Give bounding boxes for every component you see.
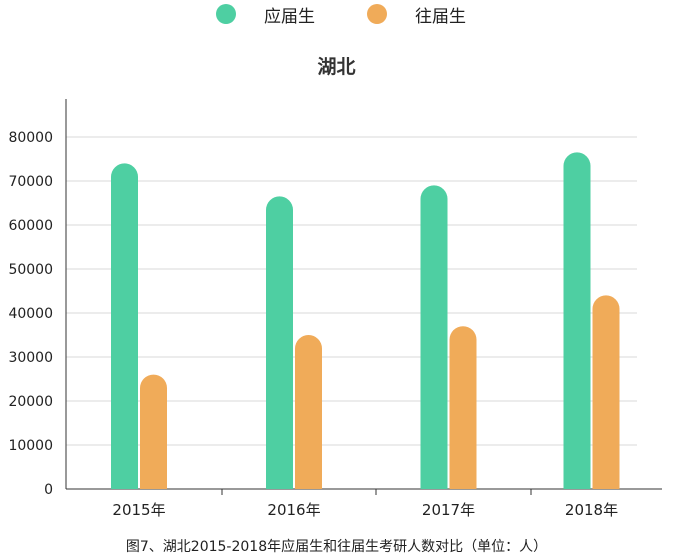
x-tick-label: 2018年	[565, 501, 618, 519]
legend: 应届生 往届生	[0, 0, 673, 30]
y-tick-label: 30000	[8, 350, 53, 366]
y-tick-label: 80000	[8, 130, 53, 146]
y-tick-label: 0	[44, 482, 53, 498]
y-tick-label: 20000	[8, 394, 53, 410]
y-tick-label: 60000	[8, 218, 53, 234]
legend-label-past-graduates: 往届生	[415, 6, 466, 27]
y-tick-label: 10000	[8, 438, 53, 454]
x-tick-label: 2016年	[267, 501, 320, 519]
legend-swatch-fresh-graduates	[216, 4, 236, 24]
bar-past-3	[592, 295, 620, 489]
legend-label-fresh-graduates: 应届生	[264, 6, 315, 27]
legend-item-fresh-graduates[interactable]: 应届生	[216, 2, 315, 27]
figure-caption: 图7、湖北2015-2018年应届生和往届生考研人数对比（单位：人）	[125, 539, 548, 555]
legend-swatch-past-graduates	[367, 4, 387, 24]
bar-past-0	[140, 374, 167, 489]
bar-fresh-1	[266, 196, 293, 489]
x-tick-label: 2015年	[112, 501, 165, 519]
bar-fresh-0	[111, 163, 138, 489]
chart-title: 湖北	[317, 56, 356, 78]
legend-item-past-graduates[interactable]: 往届生	[367, 2, 466, 27]
y-tick-label: 70000	[8, 174, 53, 190]
y-tick-label: 50000	[8, 262, 53, 278]
bar-fresh-3	[563, 152, 591, 489]
bar-fresh-2	[420, 185, 448, 489]
bar-past-1	[295, 335, 322, 489]
bar-past-2	[449, 326, 477, 489]
x-tick-label: 2017年	[422, 501, 475, 519]
y-tick-label: 40000	[8, 306, 53, 322]
